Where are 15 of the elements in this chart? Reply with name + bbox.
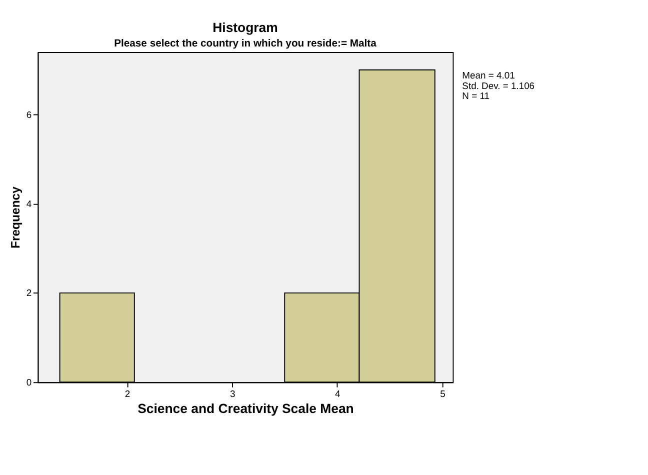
x-tick-label: 2	[124, 388, 130, 399]
x-axis-title: Science and Creativity Scale Mean	[138, 400, 354, 416]
x-tick-label: 4	[335, 388, 340, 399]
y-tick-label: 0	[26, 376, 32, 388]
chart-title: Histogram	[212, 20, 278, 36]
y-axis-title: Frequency	[8, 186, 23, 249]
text: Std. Dev. = 1.106	[462, 80, 535, 91]
text: Mean = 4.01	[462, 69, 515, 80]
text: N = 11	[462, 90, 490, 102]
x-tick-label: 5	[440, 388, 446, 399]
y-tick-label: 6	[26, 108, 32, 120]
x-tick-label: 3	[230, 388, 236, 399]
chart-subtitle: Please select the country in which you reside:= Malta	[114, 38, 377, 50]
y-tick-label: 2	[26, 287, 32, 298]
y-tick-label: 4	[26, 198, 32, 210]
